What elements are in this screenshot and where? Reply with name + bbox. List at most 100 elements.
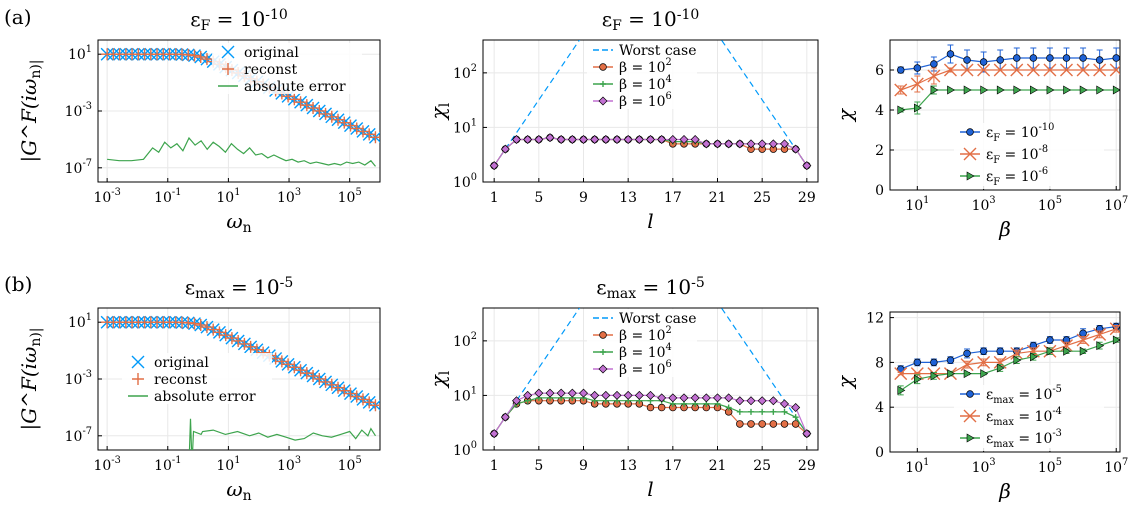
data-point [545,133,555,143]
text-script: F [612,18,622,34]
text-run: 10 [93,458,111,474]
plot-frame [889,311,1121,453]
plot-area [894,44,1120,115]
data-point [679,393,689,403]
series-line [900,328,1117,375]
text-run: 10 [65,372,83,388]
data-point [802,429,812,439]
series-line [493,308,808,434]
data-point [713,393,722,403]
data-point [996,56,1004,64]
data-point [1079,85,1088,95]
text-run: 10 [93,190,111,206]
data-point [802,161,812,171]
legend-marker [966,128,974,136]
y-tick-label: 101 [453,117,477,136]
legend-marker [600,349,606,355]
data-point [960,358,974,372]
data-point [288,93,301,106]
text-run: 29 [798,190,816,206]
text-script: 4 [666,74,672,85]
plot-frame [482,39,819,183]
data-point [770,408,777,415]
text-run: 10 [453,120,471,136]
text-script: F [993,155,1000,166]
text-script: 2 [666,57,672,68]
chart-a1: 10-3 10-1 101 103 10510110-310-7ωn|G^F(iωn)|… [17,7,381,236]
data-point [612,390,622,400]
text-run: 10 [68,47,86,63]
text-script: max [993,395,1014,406]
data-point [1096,341,1105,351]
x-tick-label: 107 [1104,457,1128,476]
data-point [556,388,566,398]
data-point [601,135,611,145]
chart-b1: 10-3 10-1 101 103 10510110-310-7ωn|G^F(iωn)|… [17,275,381,504]
y-tick-label: 10-3 [65,369,92,388]
data-point [238,337,251,350]
x-axis-label: β [998,217,1011,241]
text-run: 25 [753,458,771,474]
series-2 [897,85,1120,115]
data-point [338,384,351,397]
text-run: 1 [490,458,499,474]
data-point [758,420,766,428]
x-tick-label: 13 [619,190,637,206]
legend-label: εF = 10-10 [986,122,1054,144]
data-point [1079,329,1087,338]
data-point [963,369,972,379]
text-run: 9 [579,190,588,206]
legend-marker [221,45,235,59]
series-3 [489,388,812,439]
data-point [757,139,767,149]
legend-label: εF = 10-6 [986,166,1048,188]
legend-bg [587,41,697,109]
text-script: l [437,102,453,107]
chart-title: εmax = 10-5 [596,275,704,302]
text-run: ε [986,431,993,447]
data-point [791,403,801,413]
chart-title: εmax = 10-5 [185,275,293,302]
data-point [500,144,510,154]
data-point [523,135,533,145]
series-0 [493,40,808,166]
text-run: l [647,477,653,501]
data-point [780,139,789,149]
data-point [1079,54,1087,62]
data-point [980,85,989,95]
text-run: ε [986,147,993,163]
data-point [338,116,351,129]
text-run: β = 10 [619,328,666,344]
data-point [225,332,238,345]
data-point [325,378,338,391]
x-tick-label: 5 [534,458,543,474]
text-script: -5 [280,275,294,291]
text-run: ε [596,275,606,299]
legend-label: εF = 10-8 [986,144,1048,166]
legend-marker [598,364,608,374]
text-script: -3 [82,369,92,380]
text-script: 7 [1122,457,1128,468]
text-script: 3 [989,457,995,468]
data-point [1095,56,1104,64]
text-script: -10 [677,7,700,23]
legend-marker [600,81,606,87]
plot-area [100,315,380,450]
text-run: β [998,217,1011,241]
text-run: 21 [709,190,727,206]
text-script: -4 [1052,406,1062,417]
data-point [313,372,326,385]
text-script: 6 [666,91,672,102]
data-point [325,110,338,123]
x-tick-label: 21 [709,458,727,474]
x-tick-label: 25 [753,190,771,206]
data-point [1076,63,1090,77]
x-tick-label: 9 [579,190,588,206]
data-point [523,390,533,400]
data-point [182,316,195,329]
legend-label: original [244,45,299,61]
data-point [232,334,245,347]
text-run: 5 [534,190,543,206]
x-axis-label: ωn [226,209,251,236]
